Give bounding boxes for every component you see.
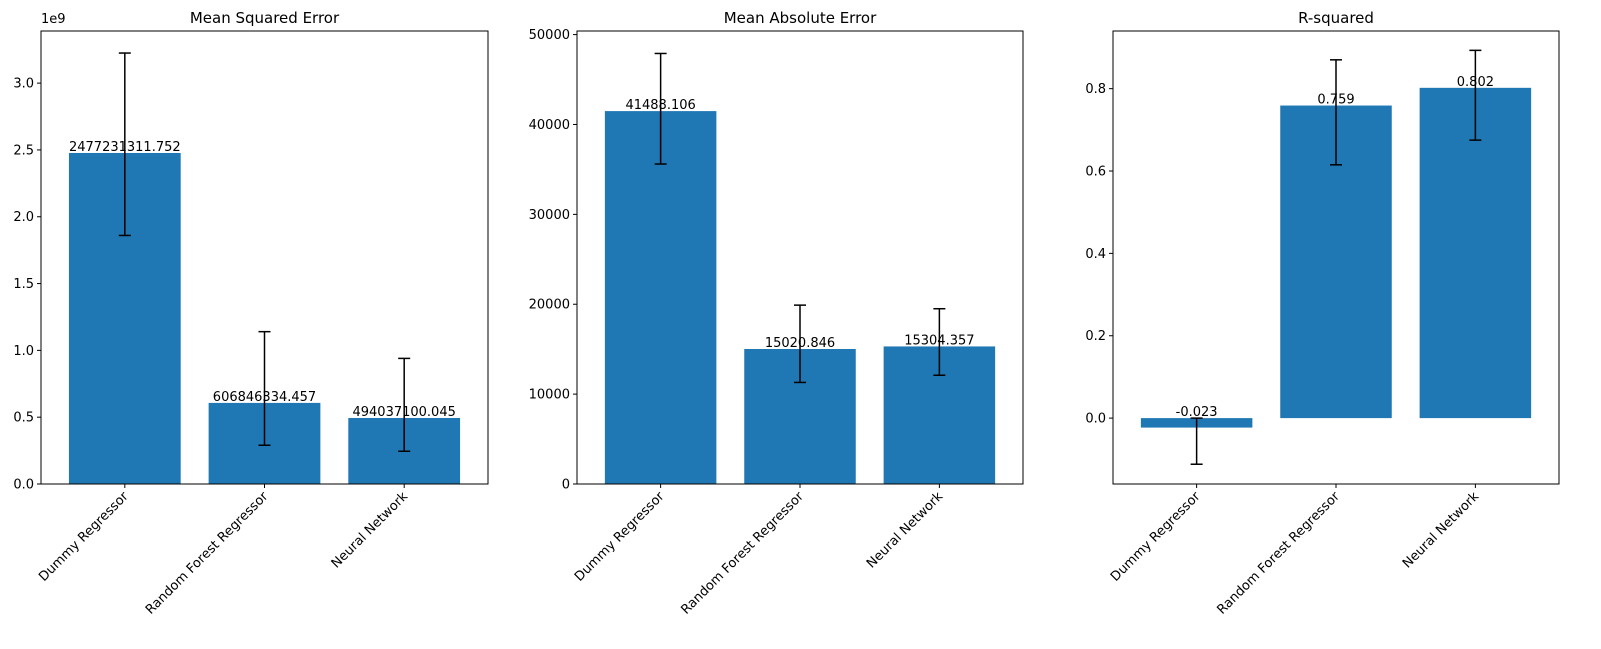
subplot-1: Mean Squared Error 2477231311.752 60684633… [13, 9, 489, 618]
subplot-2: Mean Absolute Error 41488.106 15020.846 153… [529, 9, 1024, 618]
subplot-3: R-squared -0.023 0.759 0.802 0.0 0.2 0.4 0.6 0.8… [1085, 9, 1560, 618]
bar-value-label: 606846334.457 [213, 390, 316, 405]
y-tick-label: 0 [562, 478, 570, 493]
y-tick-label: 0.6 [1085, 165, 1106, 180]
bar-value-label: -0.023 [1176, 405, 1218, 420]
bar-value-label: 2477231311.752 [69, 140, 181, 155]
x-tick-label: Neural Network [1400, 489, 1483, 572]
y-tick-label: 0.0 [1085, 412, 1106, 427]
y-tick-label: 2.5 [13, 143, 34, 158]
error-bar [118, 52, 131, 237]
bar [604, 111, 717, 484]
y-tick-label: 1.5 [13, 277, 34, 292]
x-tick-label: Dummy Regressor [572, 489, 668, 585]
y-tick-label: 10000 [529, 388, 570, 403]
error-bar [933, 307, 946, 376]
chart-title: Mean Squared Error [190, 9, 340, 27]
y-tick-label: 1.0 [13, 344, 34, 359]
y-tick-label: 30000 [529, 208, 570, 223]
bar-value-label: 494037100.045 [352, 405, 455, 420]
y-tick-label: 0.0 [13, 478, 34, 493]
error-bar [398, 357, 411, 453]
y-tick-label: 0.5 [13, 411, 34, 426]
bar-value-label: 15304.357 [904, 333, 974, 348]
bar-value-label: 15020.846 [765, 336, 835, 351]
x-tick-label: Dummy Regressor [36, 489, 132, 585]
axis-offset-text: 1e9 [41, 12, 66, 27]
y-tick-label: 3.0 [13, 77, 34, 92]
chart-title: R-squared [1298, 9, 1374, 27]
x-tick-label: Neural Network [864, 489, 947, 572]
error-bar [1469, 49, 1482, 141]
y-tick-label: 50000 [529, 28, 570, 43]
y-tick-label: 40000 [529, 118, 570, 133]
bar-value-label: 0.759 [1317, 93, 1354, 108]
bar-value-label: 41488.106 [625, 98, 695, 113]
y-tick-label: 0.8 [1085, 82, 1106, 97]
x-tick-label: Neural Network [329, 489, 412, 572]
x-tick-label: Random Forest Regressor [678, 489, 807, 618]
error-bar [1190, 417, 1203, 465]
y-tick-label: 0.2 [1085, 329, 1106, 344]
error-bar [258, 330, 271, 446]
x-tick-label: Random Forest Regressor [1214, 489, 1343, 618]
bar [1419, 87, 1532, 419]
x-tick-label: Dummy Regressor [1108, 489, 1204, 585]
y-tick-label: 0.4 [1085, 247, 1106, 262]
chart-title: Mean Absolute Error [724, 9, 877, 27]
error-bar [654, 52, 667, 165]
x-tick-label: Random Forest Regressor [143, 489, 272, 618]
y-tick-label: 20000 [529, 298, 570, 313]
bar-value-label: 0.802 [1457, 75, 1494, 90]
error-bar [794, 304, 806, 384]
y-tick-label: 2.0 [13, 210, 34, 225]
error-bar [1330, 59, 1342, 166]
